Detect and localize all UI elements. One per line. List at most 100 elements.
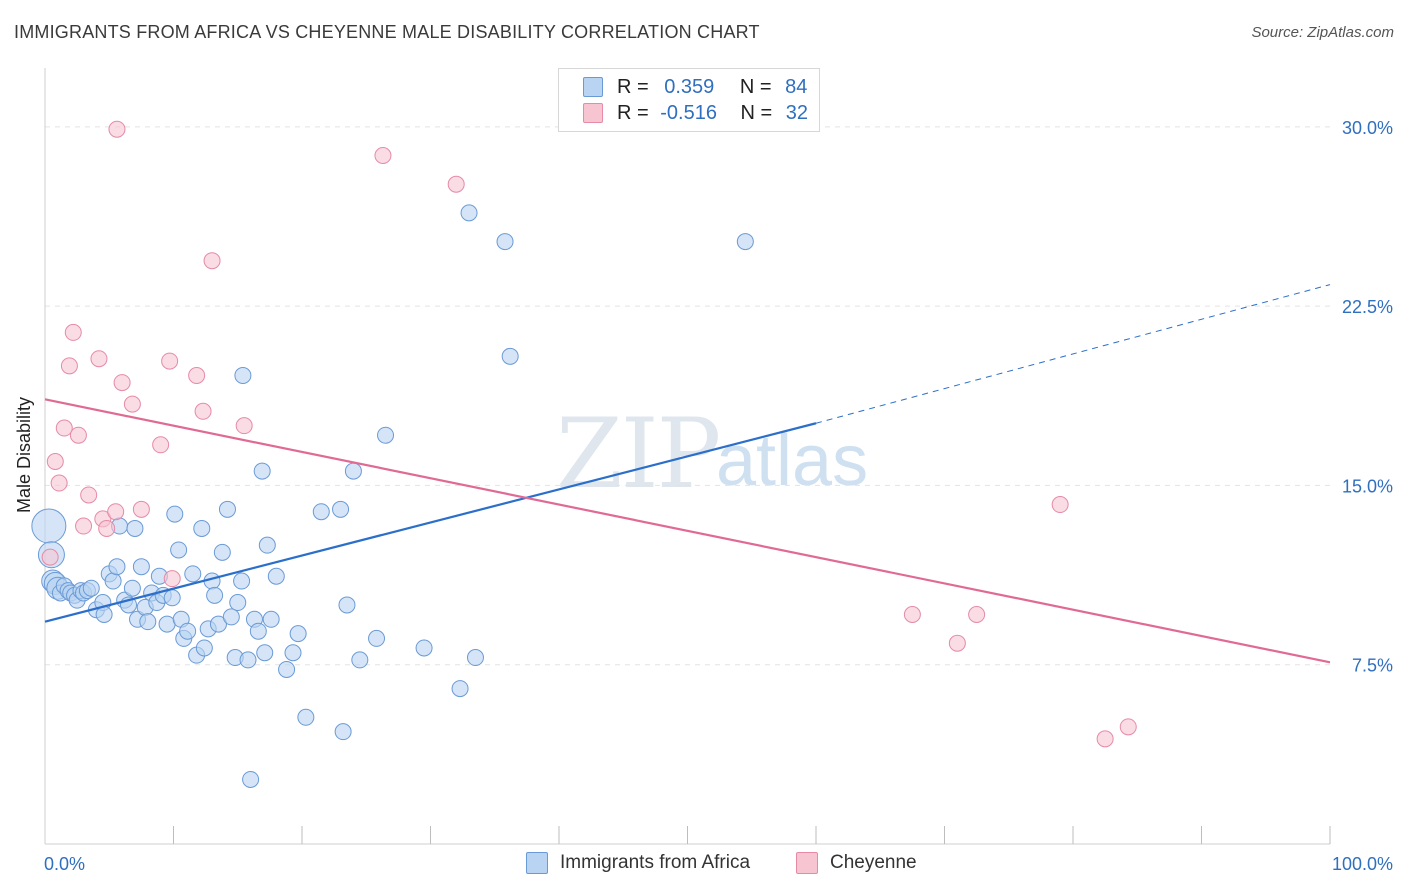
africa-point — [229, 594, 247, 612]
y-tick-label: 30.0% — [1342, 118, 1393, 138]
cheyenne-point — [80, 486, 98, 504]
bottom-legend-label: Cheyenne — [830, 852, 917, 873]
africa-point — [234, 366, 252, 384]
africa-point — [82, 579, 100, 597]
africa-trend-extension — [815, 284, 1331, 424]
africa-point — [179, 622, 197, 640]
cheyenne-point — [1096, 730, 1114, 748]
legend-r-value: -0.516 — [660, 101, 717, 124]
cheyenne-point — [1051, 496, 1069, 514]
africa-point — [123, 579, 141, 597]
africa-point — [351, 651, 369, 669]
africa-point — [31, 508, 67, 544]
legend-r-label: R = — [617, 101, 649, 124]
cheyenne-point — [90, 350, 108, 368]
cheyenne-point — [50, 474, 68, 492]
y-axis-label: Male Disability — [14, 396, 34, 514]
africa-trend-line — [44, 422, 817, 623]
cheyenne-point — [203, 252, 221, 270]
africa-point — [104, 572, 122, 590]
cheyenne-point — [107, 503, 125, 521]
source-label: Source: ZipAtlas.com — [1251, 24, 1394, 41]
cheyenne-point — [903, 606, 921, 623]
legend-n-value: 84 — [785, 75, 808, 98]
africa-point — [253, 462, 271, 480]
cheyenne-point — [948, 634, 966, 652]
legend-n-value: 32 — [785, 101, 809, 124]
cheyenne-point — [163, 570, 181, 588]
correlation-legend: R = 0.359 N = 84 R = -0.516 N = 32 — [558, 68, 820, 132]
cheyenne-point — [98, 519, 116, 537]
africa-point — [344, 462, 362, 480]
cheyenne-point — [75, 517, 93, 535]
africa-point — [206, 586, 224, 604]
x-tick-label: 0.0% — [44, 854, 85, 874]
africa-point — [501, 347, 519, 365]
africa-point — [222, 608, 240, 626]
africa-point — [242, 770, 260, 788]
cheyenne-point — [188, 366, 206, 384]
cheyenne-point — [968, 606, 986, 623]
africa-point — [297, 708, 315, 726]
africa-point — [193, 519, 211, 537]
africa-point — [108, 558, 126, 576]
africa-point — [209, 615, 227, 633]
bottom-legend-label: Immigrants from Africa — [560, 852, 751, 873]
legend-r-value: 0.359 — [664, 75, 715, 98]
africa-point — [377, 426, 395, 444]
cheyenne-point — [152, 436, 170, 454]
africa-point — [338, 596, 356, 614]
cheyenne-point — [447, 175, 465, 193]
africa-point — [184, 565, 202, 583]
africa-point — [368, 629, 386, 647]
africa-point — [312, 503, 330, 521]
legend-swatch-pink — [583, 103, 603, 123]
africa-point — [218, 500, 236, 518]
africa-point — [163, 589, 181, 607]
africa-point — [195, 639, 213, 657]
africa-point — [139, 613, 157, 631]
y-tick-label: 15.0% — [1342, 476, 1393, 496]
africa-point — [249, 622, 267, 640]
cheyenne-point — [55, 419, 73, 437]
cheyenne-point — [132, 500, 150, 518]
africa-point — [278, 660, 296, 678]
legend-n-label: N = — [739, 75, 772, 98]
cheyenne-point — [60, 357, 78, 375]
legend-r-label: R = — [617, 75, 649, 98]
cheyenne-point — [1119, 718, 1137, 736]
africa-point — [332, 500, 350, 518]
africa-point — [132, 558, 150, 576]
cheyenne-point — [64, 323, 82, 341]
cheyenne-point — [41, 548, 59, 566]
bottom-legend-swatch-pink — [796, 852, 818, 874]
cheyenne-point — [161, 352, 179, 370]
cheyenne-point — [194, 402, 212, 420]
cheyenne-point — [123, 395, 141, 413]
africa-point — [262, 610, 280, 628]
cheyenne-point — [46, 453, 64, 470]
cheyenne-point — [235, 417, 253, 435]
cheyenne-trend-line — [44, 398, 1331, 664]
chart-title: IMMIGRANTS FROM AFRICA VS CHEYENNE MALE … — [14, 22, 760, 42]
africa-point — [158, 615, 176, 633]
watermark-atlas: atlas — [716, 421, 869, 501]
africa-point — [460, 204, 478, 222]
cheyenne-point — [108, 120, 126, 138]
africa-point — [170, 541, 188, 559]
y-tick-label: 7.5% — [1352, 656, 1393, 676]
legend-n-label: N = — [740, 101, 773, 124]
cheyenne-point — [374, 147, 392, 164]
africa-point — [126, 519, 144, 537]
africa-point — [334, 723, 352, 741]
x-tick-label: 100.0% — [1332, 854, 1393, 874]
africa-point — [239, 651, 257, 669]
africa-point — [289, 625, 307, 643]
africa-point — [451, 680, 469, 698]
africa-point — [466, 649, 484, 667]
africa-point — [496, 233, 514, 251]
africa-point — [415, 639, 433, 657]
legend-swatch-blue — [583, 77, 603, 97]
africa-point — [256, 644, 274, 662]
